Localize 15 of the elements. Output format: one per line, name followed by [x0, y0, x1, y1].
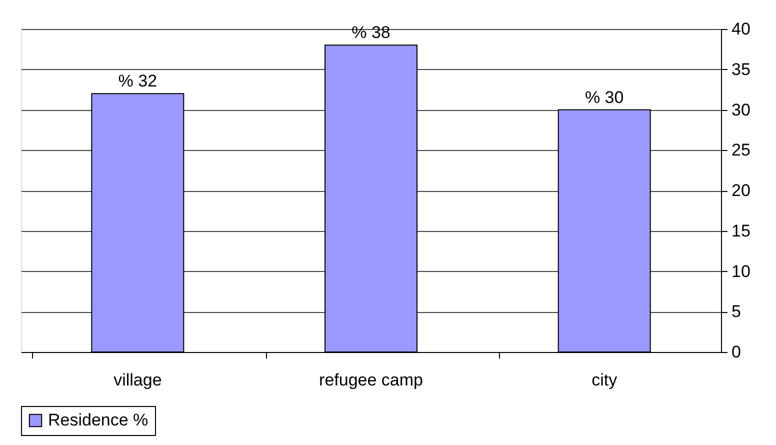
data-label: % 30 — [584, 88, 624, 107]
y-tick-label: 10 — [732, 262, 750, 281]
x-tick-label: city — [592, 370, 618, 390]
y-tick-label: 5 — [732, 302, 741, 322]
y-tick-label: 20 — [732, 181, 750, 200]
data-label: % 32 — [118, 72, 158, 91]
y-tick-label: 40 — [732, 20, 750, 38]
x-tick-label: village — [114, 370, 162, 390]
legend-label: Residence % — [48, 410, 148, 430]
y-tick-label: 15 — [732, 221, 750, 240]
y-tick-label: 25 — [732, 140, 750, 160]
y-tick-label: 35 — [732, 60, 750, 79]
y-tick-label: 30 — [732, 100, 750, 120]
y-tick-label: 0 — [732, 342, 741, 362]
x-tick-label: refugee camp — [319, 370, 423, 390]
